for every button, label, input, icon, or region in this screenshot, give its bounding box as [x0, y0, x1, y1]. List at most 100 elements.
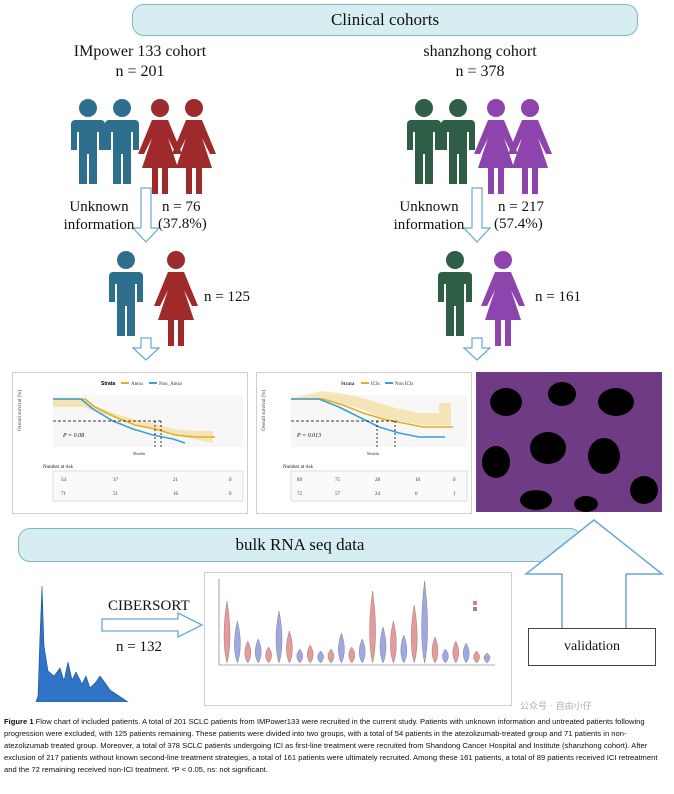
- right-pair-woman-icon: [481, 251, 525, 346]
- violin-shape: [483, 652, 491, 664]
- km-left-r2c2: 51: [113, 492, 119, 497]
- km-left-r2c4: 0: [229, 492, 232, 497]
- km-right-legend-2: Non ICIs: [395, 382, 414, 387]
- km-right-r2c5: 1: [453, 492, 456, 497]
- km-left-r1c3: 21: [173, 478, 179, 483]
- violin-shape: [400, 634, 407, 664]
- violin-shape: [223, 600, 231, 664]
- left-women-icon: [138, 99, 216, 194]
- right-remaining-n: n = 161: [535, 289, 581, 305]
- km-left-ylabel: Overall survival (%): [18, 390, 23, 431]
- right-cohort-title: shanzhong cohort: [423, 43, 537, 60]
- violin-shape: [359, 638, 366, 664]
- violin-shape: [317, 650, 324, 664]
- figure-caption: Figure 1 Flow chart of included patients…: [4, 716, 668, 776]
- left-excluded-pct: (37.8%): [158, 216, 207, 232]
- banner-title: Clinical cohorts: [330, 10, 440, 29]
- bulk-rna-title: bulk RNA seq data: [235, 535, 365, 554]
- right-excluded-pct: (57.4%): [494, 216, 543, 232]
- violin-shape: [307, 644, 314, 664]
- km-right-r2c2: 57: [335, 492, 341, 497]
- cibersort-arrow: [101, 612, 204, 638]
- km-right-pvalue: P = 0.013: [296, 433, 321, 439]
- km-left-legend-2: Non_Atezo: [159, 382, 183, 387]
- left-excluded-n: n = 76: [162, 199, 201, 215]
- right-excluded-n: n = 217: [498, 199, 544, 215]
- violin-shape: [265, 646, 272, 664]
- violin-shape: [244, 640, 251, 664]
- watermark: 公众号 · 自由小仔: [520, 702, 592, 712]
- violin-shape: [255, 638, 262, 664]
- km-right-r2c3: 24: [375, 492, 381, 497]
- cohort-flow-graphics: [71, 99, 552, 361]
- violin-shape: [327, 648, 335, 664]
- violin-shape: [411, 604, 418, 664]
- km-left-legend-1: Atezo: [131, 382, 143, 387]
- km-left-r1c2: 37: [113, 478, 119, 483]
- left-cohort-n: n = 201: [115, 63, 165, 80]
- violin-svg: [218, 579, 495, 666]
- violin-shape: [473, 650, 480, 664]
- violin-shape: [442, 648, 449, 664]
- violin-shape: [286, 630, 293, 664]
- km-left-svg: Strata Atezo Non_Atezo Overall survival …: [18, 381, 244, 502]
- violin-shape: [234, 620, 241, 664]
- left-family-icon: [71, 99, 139, 184]
- km-left-risk-title: Number at risk: [43, 465, 73, 470]
- clinical-cohorts-banner: Clinical cohorts: [132, 4, 638, 36]
- violin-shape: [338, 632, 345, 664]
- km-right-ylabel: Overall survival (%): [262, 390, 267, 431]
- violin-plot-panel: [204, 572, 512, 706]
- km-right-r1c1: 89: [297, 478, 303, 483]
- km-left-r2c1: 71: [61, 492, 67, 497]
- left-pair-woman-icon: [154, 251, 198, 346]
- km-left-r2c3: 16: [173, 492, 179, 497]
- km-left-r1c1: 54: [61, 478, 67, 483]
- km-right-svg: Strata ICIs Non ICIs Overall survival (%…: [262, 382, 468, 502]
- left-unknown-label: Unknown information: [63, 199, 135, 233]
- right-women-icon: [474, 99, 552, 194]
- km-plot-right: Strata ICIs Non ICIs Overall survival (%…: [256, 372, 472, 514]
- violin-shape: [379, 626, 387, 664]
- violin-shape: [452, 640, 459, 664]
- km-right-r1c3: 28: [375, 478, 381, 483]
- km-right-legend-1: ICIs: [371, 382, 380, 387]
- violin-shape: [275, 610, 283, 664]
- km-left-r1c4: 0: [229, 478, 232, 483]
- right-pair-man-icon: [438, 251, 472, 336]
- right-cohort-n: n = 378: [455, 63, 505, 80]
- left-cohort-title: IMpower 133 cohort: [73, 43, 207, 60]
- validation-box: validation: [528, 628, 656, 666]
- km-right-r2c4: 6: [415, 492, 418, 497]
- caption-bold: Figure 1: [4, 717, 34, 726]
- km-right-r1c5: 0: [453, 478, 456, 483]
- violin-shape: [390, 620, 397, 664]
- km-right-xlabel: Months: [367, 451, 380, 456]
- down-arrows: [131, 187, 492, 361]
- km-left-xlabel: Months: [133, 451, 146, 456]
- caption-text: Flow chart of included patients. A total…: [4, 717, 658, 774]
- violin-shape: [431, 636, 439, 664]
- km-plot-left: Strata Atezo Non_Atezo Overall survival …: [12, 372, 248, 514]
- immunofluorescence-image: [476, 372, 662, 512]
- right-men-icon: [407, 99, 475, 184]
- rna-density-plot: [35, 585, 129, 702]
- left-remaining-n: n = 125: [204, 289, 250, 305]
- km-left-strata: Strata: [101, 381, 115, 387]
- km-right-r2c1: 72: [297, 492, 303, 497]
- bulk-rna-banner: bulk RNA seq data: [18, 528, 582, 562]
- violin-shape: [348, 646, 355, 664]
- km-right-strata: Strata: [341, 382, 355, 387]
- km-right-r1c2: 75: [335, 478, 341, 483]
- violin-shape: [296, 648, 303, 664]
- violin-shape: [369, 590, 376, 664]
- cibersort-label: CIBERSORT: [108, 598, 190, 614]
- km-left-pvalue: P = 0.08: [62, 433, 84, 439]
- rna-n-label: n = 132: [116, 639, 162, 655]
- left-pair-man-icon: [109, 251, 143, 336]
- validation-label: validation: [564, 639, 620, 654]
- right-unknown-label: Unknown information: [393, 199, 465, 233]
- violin-shape: [421, 580, 428, 664]
- km-right-r1c4: 10: [415, 478, 421, 483]
- km-right-risk-title: Number at risk: [283, 465, 313, 470]
